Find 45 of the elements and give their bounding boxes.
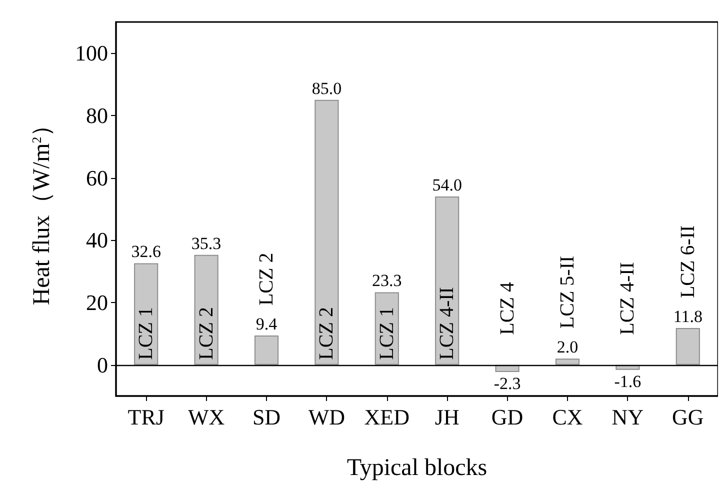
bar	[254, 336, 279, 365]
annotation: LCZ 2	[256, 252, 278, 306]
data-label: 9.4	[256, 314, 278, 334]
x-tick-label: GG	[672, 404, 704, 430]
bar	[134, 263, 158, 365]
y-tick-label: 60	[86, 165, 108, 190]
data-label: 23.3	[372, 271, 402, 290]
x-tick-label: SD	[252, 404, 281, 430]
bar	[555, 358, 580, 365]
y-tick-label: 20	[86, 290, 108, 315]
data-label: -2.3	[494, 374, 521, 393]
data-label: 11.8	[673, 307, 702, 326]
annotation: LCZ 5-II	[556, 256, 578, 329]
y-tick-label: 100	[75, 40, 108, 66]
annotation: LCZ 1	[135, 307, 158, 360]
data-label: 32.6	[131, 242, 161, 262]
data-label: 35.3	[191, 234, 222, 253]
data-label: 2.0	[556, 338, 578, 357]
y-tick-label: 80	[86, 103, 108, 128]
x-tick-label: JH	[434, 404, 460, 430]
x-tick-label: TRJ	[128, 404, 165, 430]
x-axis-title: Typical blocks	[346, 455, 488, 481]
y-tick-label: 0	[97, 352, 108, 378]
data-label: -1.6	[614, 372, 642, 391]
annotation: LCZ 2	[195, 307, 218, 360]
x-tick-label: GD	[491, 404, 524, 430]
bar	[194, 254, 218, 365]
annotation: LCZ 1	[376, 307, 398, 360]
x-tick-label: CX	[552, 404, 583, 430]
data-label: 54.0	[432, 176, 462, 195]
y-axis-title: Heat flux（W/m2）	[29, 112, 55, 306]
bar	[676, 328, 700, 365]
annotation: LCZ 4-II	[436, 287, 458, 360]
annotation: LCZ 6-II	[676, 225, 699, 298]
y-tick-label: 40	[86, 228, 108, 253]
x-tick-label: WX	[188, 404, 225, 430]
annotation: LCZ 4-II	[616, 262, 639, 335]
x-tick-label: XED	[364, 404, 410, 430]
bar	[435, 196, 460, 365]
x-tick-label: NY	[612, 404, 644, 430]
annotation: LCZ 2	[316, 307, 338, 360]
annotation: LCZ 4	[496, 282, 518, 335]
x-tick-label: WD	[308, 404, 346, 430]
data-label: 85.0	[312, 78, 342, 98]
bar	[314, 100, 339, 365]
